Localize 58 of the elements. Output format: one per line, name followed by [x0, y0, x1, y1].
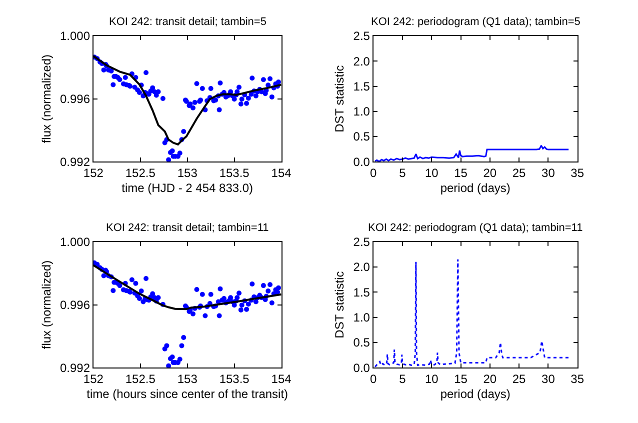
x-axis-title: time (HJD - 2 454 833.0) — [122, 180, 254, 195]
chart-title: KOI 242: transit detail; tambin=5 — [109, 16, 266, 28]
x-tick-label: 20 — [483, 166, 497, 180]
x-tick-label: 154 — [271, 372, 292, 386]
x-tick-label: 15 — [454, 166, 468, 180]
x-tick-label: 30 — [542, 166, 556, 180]
y-tick-label: 2.0 — [353, 54, 370, 68]
x-tick-label: 153 — [177, 166, 198, 180]
y-tick-label: 2.0 — [353, 260, 370, 274]
x-tick-label: 0 — [370, 166, 378, 180]
x-tick-label: 5 — [399, 372, 406, 386]
line-series — [374, 258, 570, 368]
y-tick-label: 0.0 — [353, 360, 370, 375]
x-tick-label: 152.5 — [125, 166, 156, 180]
y-tick-label: 1.0 — [353, 104, 370, 119]
x-tick-label: 35 — [570, 372, 584, 386]
y-tick-label: 2.5 — [353, 234, 370, 249]
y-tick-label: 1.5 — [353, 285, 370, 300]
x-tick-label: 25 — [512, 166, 526, 180]
x-tick-label: 10 — [424, 372, 439, 386]
x-tick-label: 25 — [512, 372, 526, 386]
y-tick-label: 0.5 — [353, 130, 370, 144]
x-tick-label: 0 — [370, 372, 378, 386]
x-tick-label: 20 — [483, 372, 497, 386]
y-tick-label: 0.992 — [60, 360, 90, 375]
x-axis-title: time (hours since center of the transit) — [86, 387, 288, 402]
y-tick-label: 1.0 — [353, 310, 370, 325]
y-tick-label: 2.5 — [353, 29, 370, 44]
y-axis-title: flux (normalized) — [39, 54, 54, 144]
y-tick-label: 0.5 — [353, 336, 370, 350]
y-tick-label: 1.000 — [60, 29, 90, 44]
x-tick-label: 5 — [399, 166, 406, 180]
x-axis-title: period (days) — [440, 387, 510, 402]
x-tick-label: 153.5 — [219, 166, 250, 180]
chart-title: KOI 242: periodogram (Q1 data); tambin=11 — [368, 222, 583, 234]
chart-title: KOI 242: periodogram (Q1 data); tambin=5 — [371, 16, 580, 28]
y-tick-label: 0.996 — [60, 298, 90, 312]
x-tick-label: 35 — [570, 166, 584, 180]
x-tick-label: 153 — [177, 372, 198, 386]
y-tick-label: 0.996 — [60, 92, 90, 106]
x-tick-label: 10 — [424, 166, 439, 180]
y-tick-label: 0.0 — [353, 154, 370, 169]
y-axis-title: DST statistic — [332, 271, 347, 338]
x-tick-label: 15 — [454, 372, 468, 386]
y-axis-title: flux (normalized) — [39, 260, 54, 350]
chart-title: KOI 242: transit detail; tambin=11 — [106, 222, 269, 234]
x-axis-title: period (days) — [440, 180, 510, 195]
x-tick-label: 152 — [83, 166, 104, 180]
line-series — [374, 144, 570, 162]
x-tick-label: 30 — [542, 372, 556, 386]
x-tick-label: 152 — [83, 372, 104, 386]
x-tick-label: 153.5 — [219, 372, 250, 386]
x-tick-label: 154 — [271, 166, 292, 180]
y-tick-label: 0.992 — [60, 154, 90, 169]
y-tick-label: 1.000 — [60, 234, 90, 249]
y-axis-title: DST statistic — [332, 65, 347, 132]
x-tick-label: 152.5 — [125, 372, 156, 386]
y-tick-label: 1.5 — [353, 79, 370, 94]
